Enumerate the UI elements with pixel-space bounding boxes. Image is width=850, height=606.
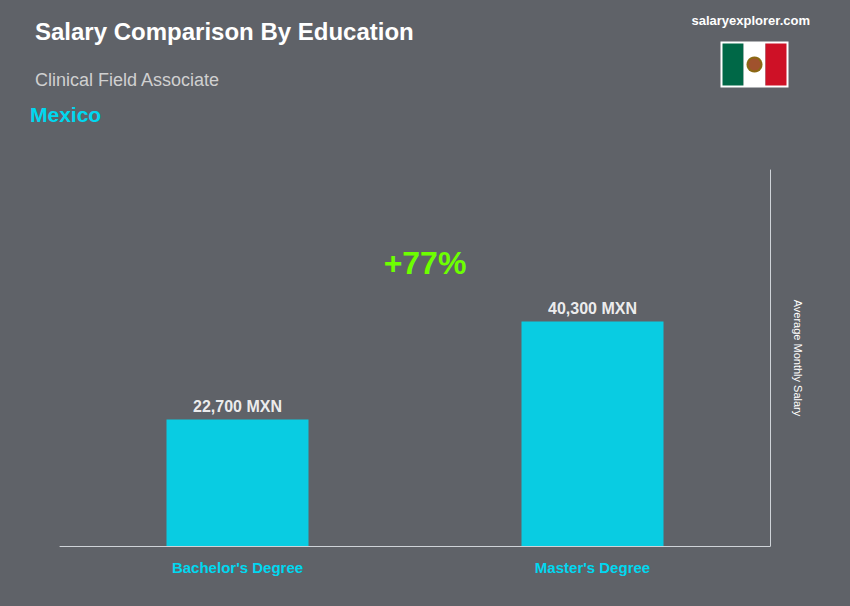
svg-text:40,300 MXN: 40,300 MXN — [548, 300, 637, 317]
svg-text:Master's Degree: Master's Degree — [535, 559, 650, 576]
svg-text:Bachelor's Degree: Bachelor's Degree — [172, 559, 303, 576]
svg-text:Salary Comparison By Education: Salary Comparison By Education — [35, 18, 414, 45]
svg-text:Mexico: Mexico — [30, 103, 101, 126]
svg-text:Clinical Field Associate: Clinical Field Associate — [35, 70, 219, 90]
svg-text:salaryexplorer.com: salaryexplorer.com — [691, 13, 810, 28]
svg-text:+77%: +77% — [384, 245, 467, 281]
svg-text:Average Monthly Salary: Average Monthly Salary — [792, 300, 804, 417]
svg-text:22,700 MXN: 22,700 MXN — [193, 398, 282, 415]
